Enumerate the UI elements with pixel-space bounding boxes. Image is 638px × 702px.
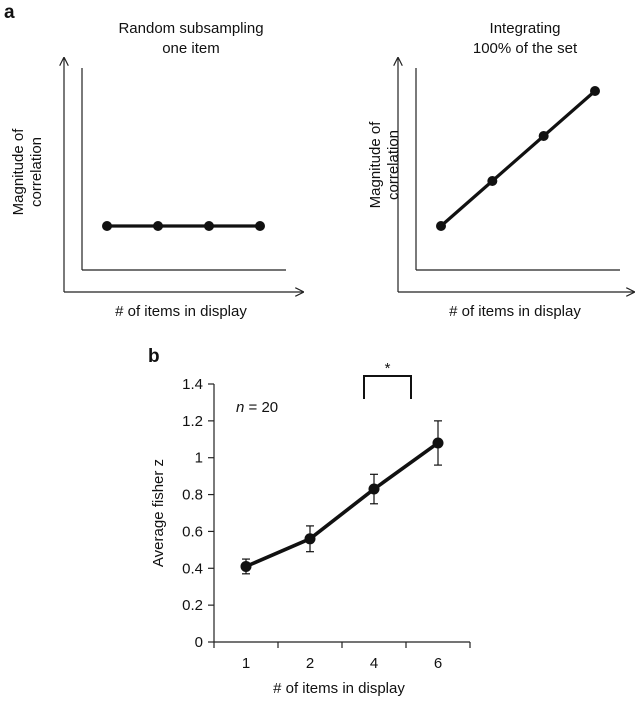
schematic-left-ylabel-line2: correlation — [28, 137, 45, 207]
data-point — [368, 483, 380, 495]
schematic-left-ylabel-line1: Magnitude of — [10, 128, 27, 216]
y-tick-label: 0.4 — [182, 560, 203, 577]
y-tick-label: 0.8 — [182, 487, 203, 504]
schematic-right-line — [439, 89, 597, 228]
schematic-left: Random subsampling one item Magnitude of… — [10, 20, 303, 320]
chart-b-series — [240, 437, 444, 572]
chart-b-y-ticks: 0 0.2 0.4 0.6 0.8 1 1.2 1.4 — [182, 376, 214, 651]
x-tick-label: 4 — [370, 655, 378, 672]
y-tick-label: 0.2 — [182, 597, 203, 614]
schematic-right-title-line1: Integrating — [490, 20, 561, 37]
data-point — [304, 533, 316, 545]
schematic-right-point — [538, 131, 549, 141]
chart-b-xlabel: # of items in display — [273, 680, 405, 697]
sample-size-annotation: n = 20 — [236, 399, 278, 416]
chart-b: 0 0.2 0.4 0.6 0.8 1 1.2 1.4 1 2 4 6 Average fisher… — [150, 360, 471, 697]
schematic-left-point — [153, 221, 163, 231]
panel-a-label: a — [4, 2, 15, 23]
y-tick-label: 0 — [195, 634, 203, 651]
schematic-left-point — [102, 221, 112, 231]
schematic-left-point — [204, 221, 214, 231]
schematic-right-series — [436, 86, 600, 231]
chart-b-ylabel: Average fisher z — [150, 459, 167, 567]
chart-b-x-ticks: 1 2 4 6 — [213, 642, 471, 672]
significance-star: * — [385, 360, 391, 377]
schematic-right-point — [590, 86, 600, 96]
schematic-left-title-line1: Random subsampling — [118, 20, 263, 37]
schematic-left-xlabel: # of items in display — [115, 303, 247, 320]
data-point — [240, 560, 252, 572]
series-line — [245, 441, 440, 569]
x-tick-label: 2 — [306, 655, 314, 672]
data-point — [432, 437, 444, 449]
schematic-left-title-line2: one item — [162, 40, 220, 57]
schematic-right-ylabel-line1: Magnitude of — [367, 121, 384, 209]
y-tick-label: 1 — [195, 450, 203, 467]
y-tick-label: 1.2 — [182, 413, 203, 430]
schematic-left-series — [102, 221, 265, 231]
schematic-left-point — [255, 221, 265, 231]
schematic-right-point — [436, 221, 446, 231]
panel-b-label: b — [148, 346, 160, 367]
y-tick-label: 0.6 — [182, 523, 203, 540]
schematic-right-title-line2: 100% of the set — [473, 40, 578, 57]
sample-size-n: n — [236, 399, 244, 416]
significance-bracket: * — [363, 360, 412, 399]
x-tick-label: 1 — [242, 655, 250, 672]
schematic-right-ylabel-line2: correlation — [385, 130, 402, 200]
schematic-right-xlabel: # of items in display — [449, 303, 581, 320]
schematic-right: Integrating 100% of the set Magnitude of… — [367, 20, 634, 320]
significance-bracket-line — [363, 375, 412, 399]
chart-b-error-bars — [242, 420, 442, 575]
schematic-right-point — [487, 176, 498, 186]
sample-size-value: = 20 — [244, 399, 278, 416]
x-tick-label: 6 — [434, 655, 442, 672]
y-tick-label: 1.4 — [182, 376, 203, 393]
